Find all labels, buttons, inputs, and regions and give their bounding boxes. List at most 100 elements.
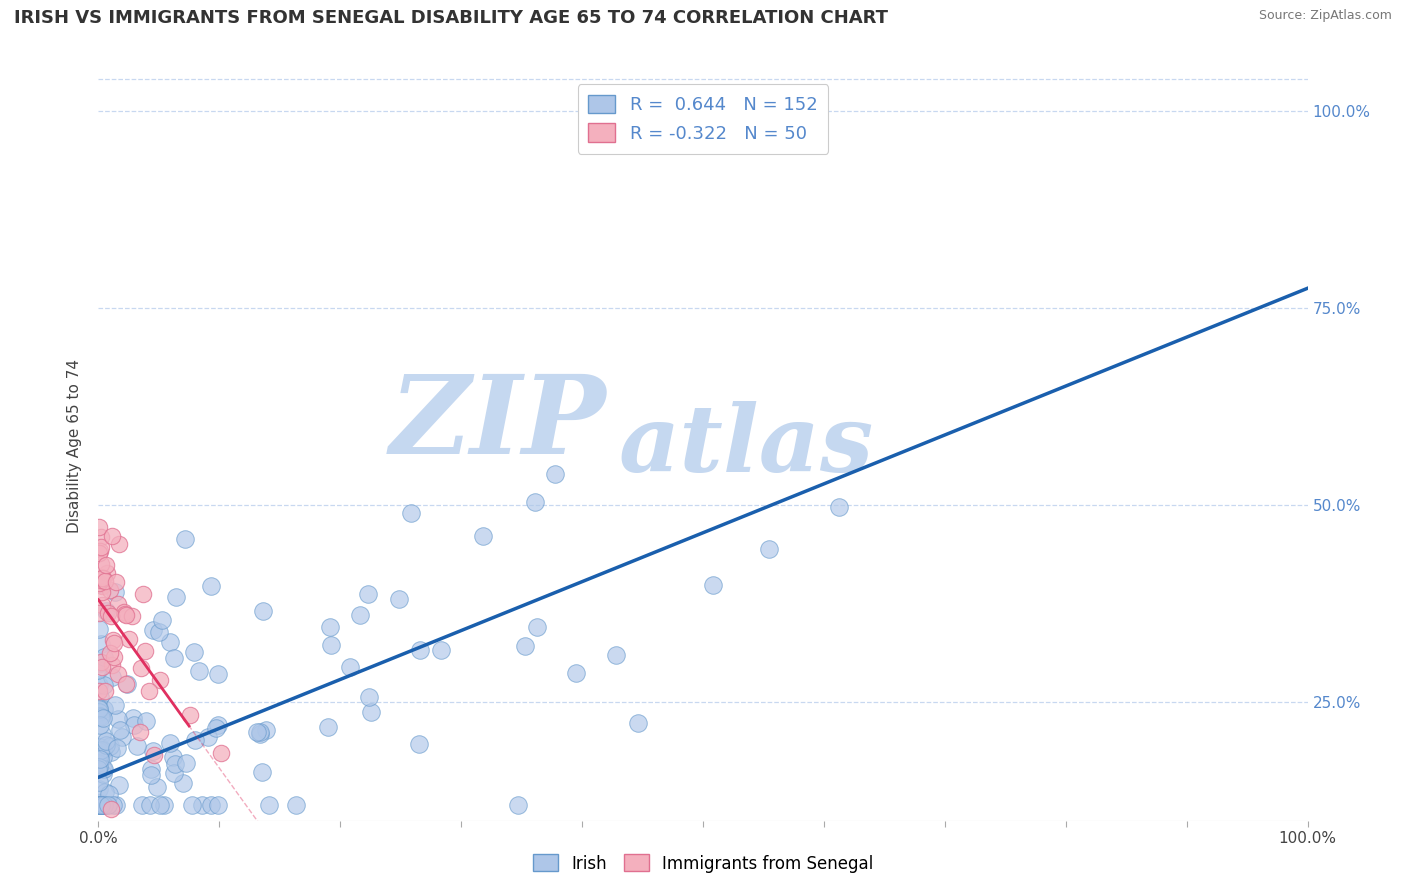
Point (90, 797, 112, 812)
Point (90, 797, 112, 812)
Point (110, 723, 132, 738)
Point (91, 584, 114, 599)
Point (139, 768, 162, 782)
Point (111, 730, 134, 744)
Point (399, 506, 422, 520)
Point (139, 762, 162, 776)
Point (89, 797, 111, 812)
Point (90, 571, 112, 585)
Point (104, 575, 127, 590)
Point (94, 785, 117, 799)
Point (87, 797, 110, 812)
Point (121, 711, 143, 725)
Point (89, 544, 111, 558)
Point (180, 797, 202, 812)
Point (249, 726, 271, 740)
Point (506, 797, 529, 812)
Point (91, 762, 114, 776)
Point (605, 648, 627, 663)
Point (91, 711, 114, 725)
Point (544, 467, 567, 481)
Point (471, 529, 494, 543)
Point (87, 774, 110, 789)
Point (319, 638, 342, 652)
Point (257, 797, 280, 812)
Point (117, 676, 139, 690)
Point (100, 745, 122, 759)
Point (172, 776, 194, 790)
Point (89, 747, 111, 761)
Point (526, 620, 548, 634)
Point (339, 660, 361, 674)
Point (87, 576, 110, 591)
Point (828, 500, 851, 515)
Legend: R =  0.644   N = 152, R = -0.322   N = 50: R = 0.644 N = 152, R = -0.322 N = 50 (578, 84, 828, 153)
Point (388, 591, 411, 606)
Point (188, 665, 211, 679)
Point (112, 605, 135, 619)
Point (89, 740, 111, 755)
Point (90, 743, 112, 757)
Point (165, 757, 187, 772)
Point (104, 797, 127, 812)
Point (360, 706, 382, 720)
Point (114, 607, 136, 621)
Point (91, 742, 114, 756)
Point (246, 725, 269, 739)
Point (148, 625, 170, 640)
Point (87, 797, 110, 812)
Point (91, 660, 114, 674)
Point (89, 797, 111, 812)
Point (87, 705, 110, 719)
Point (98, 583, 121, 598)
Point (134, 644, 156, 658)
Point (107, 667, 129, 681)
Point (150, 613, 173, 627)
Point (87, 701, 110, 715)
Text: ZIP: ZIP (389, 370, 606, 477)
Point (93, 574, 115, 588)
Point (98, 646, 121, 660)
Point (87, 797, 110, 812)
Point (90, 574, 112, 588)
Point (142, 743, 165, 757)
Point (200, 797, 222, 812)
Point (89, 718, 111, 732)
Point (252, 603, 274, 617)
Point (108, 536, 131, 550)
Point (90, 797, 112, 812)
Point (627, 715, 650, 730)
Point (125, 739, 148, 753)
Point (90, 797, 112, 812)
Point (166, 591, 188, 605)
Point (87, 663, 110, 677)
Point (89, 752, 111, 766)
Point (142, 748, 165, 763)
Point (96, 734, 118, 748)
Point (129, 661, 152, 675)
Point (408, 737, 430, 751)
Point (91, 599, 114, 613)
Point (87, 760, 110, 774)
Point (90, 637, 112, 651)
Point (89, 678, 111, 692)
Text: IRISH VS IMMIGRANTS FROM SENEGAL DISABILITY AGE 65 TO 74 CORRELATION CHART: IRISH VS IMMIGRANTS FROM SENEGAL DISABIL… (14, 9, 889, 27)
Point (319, 620, 342, 634)
Point (93, 678, 115, 692)
Point (118, 632, 141, 646)
Point (90, 656, 112, 670)
Point (87, 797, 110, 812)
Point (90, 530, 112, 544)
Point (124, 718, 146, 732)
Point (93, 797, 115, 812)
Point (249, 725, 271, 739)
Point (96, 797, 118, 812)
Point (89, 690, 111, 705)
Point (93, 702, 115, 716)
Point (107, 778, 129, 792)
Point (89, 577, 111, 591)
Point (87, 520, 110, 534)
Point (87, 797, 110, 812)
Point (87, 797, 110, 812)
Point (107, 712, 129, 726)
